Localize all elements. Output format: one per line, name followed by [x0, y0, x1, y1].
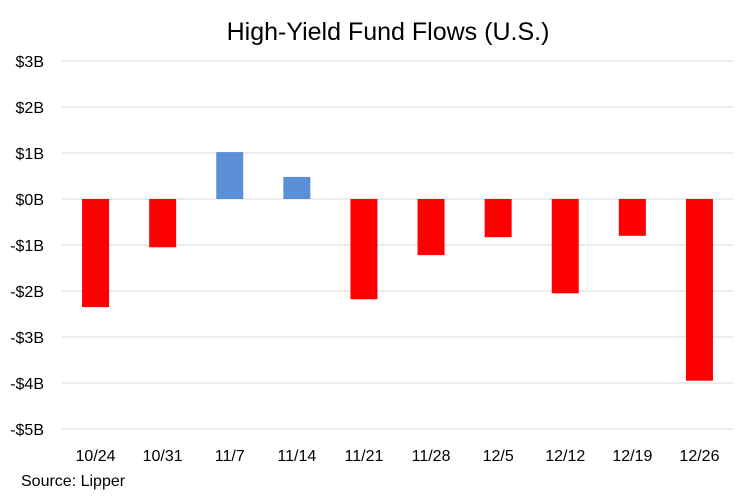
y-tick-label: -$3B: [10, 330, 44, 347]
y-tick-label: $1B: [16, 146, 44, 163]
bar-11/28: [417, 199, 445, 256]
bar-11/14: [283, 176, 311, 199]
bar-12/5: [484, 199, 512, 238]
x-axis-tick-labels: 10/24 10/31 11/7 11/14 11/21 11/28 12/5 12/12 12…: [76, 448, 720, 465]
chart-title: High-Yield Fund Flows (U.S.): [227, 18, 550, 46]
bars: [82, 152, 713, 381]
bar-12/26: [685, 199, 713, 381]
y-axis-tick-labels: $3B $2B $1B $0B -$1B -$2B -$3B -$4B -$5B: [10, 54, 44, 439]
y-tick-label: $3B: [16, 54, 44, 71]
bar-10/31: [149, 199, 177, 248]
x-tick-label: 11/28: [412, 448, 451, 465]
x-tick-label: 12/12: [545, 448, 585, 465]
x-tick-label: 12/5: [483, 448, 514, 465]
bar-11/21: [350, 199, 378, 300]
x-tick-label: 11/7: [215, 448, 245, 465]
x-tick-label: 11/14: [277, 448, 316, 465]
x-tick-label: 11/21: [345, 448, 384, 465]
y-tick-label: $2B: [16, 100, 44, 117]
bar-12/12: [551, 199, 579, 294]
x-tick-label: 10/24: [76, 448, 116, 465]
x-tick-label: 12/26: [679, 448, 719, 465]
x-tick-label: 10/31: [143, 448, 183, 465]
bar-12/19: [618, 199, 646, 236]
y-tick-label: -$4B: [10, 376, 44, 393]
y-tick-label: -$1B: [10, 238, 44, 255]
source-note: Source: Lipper: [21, 473, 126, 490]
bar-10/24: [82, 199, 110, 308]
y-tick-label: $0B: [16, 192, 44, 209]
y-tick-label: -$2B: [10, 284, 44, 301]
x-tick-label: 12/19: [612, 448, 652, 465]
bar-11/7: [216, 152, 244, 199]
y-tick-label: -$5B: [10, 422, 44, 439]
